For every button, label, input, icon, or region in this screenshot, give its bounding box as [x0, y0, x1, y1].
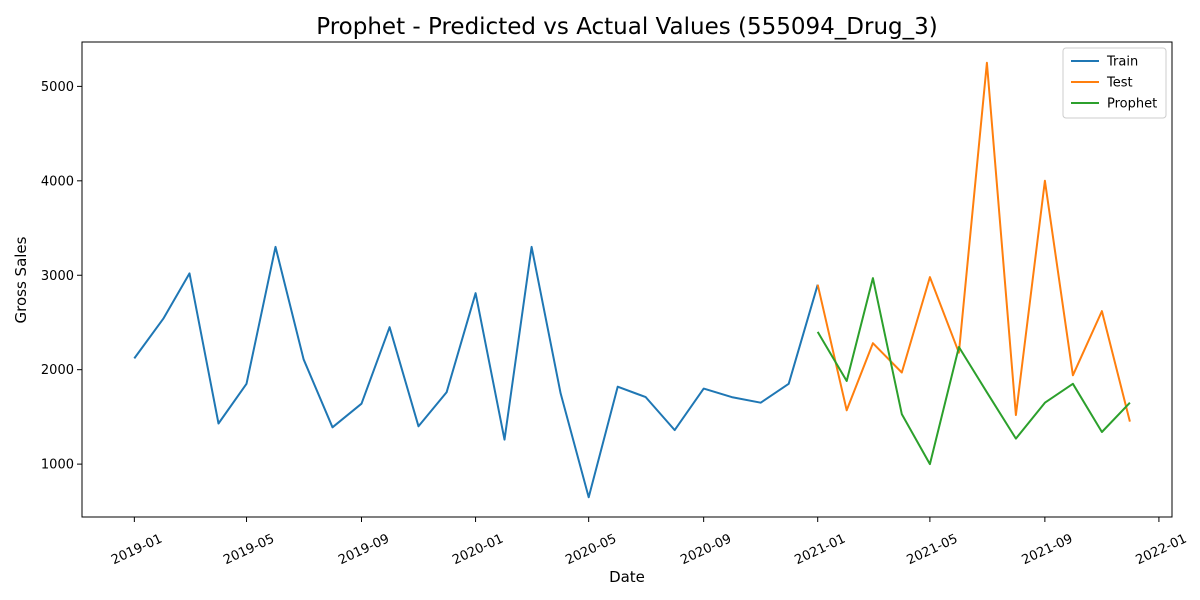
legend-box	[1062, 47, 1167, 119]
legend-label-prophet: Prophet	[1107, 97, 1157, 112]
y-tick-label: 5000	[41, 80, 74, 95]
y-axis-title: Gross Sales	[12, 236, 30, 323]
legend-label-train: Train	[1106, 55, 1138, 70]
x-axis-title: Date	[609, 568, 645, 586]
y-tick-label: 3000	[41, 269, 74, 284]
y-tick-label: 1000	[41, 458, 74, 473]
series-line-test	[816, 61, 1131, 422]
series-line-train	[133, 245, 819, 499]
series-line-prophet	[816, 277, 1131, 466]
y-tick-label: 4000	[41, 174, 74, 189]
legend-label-test: Test	[1106, 76, 1133, 91]
legend: Train Test Prophet	[1062, 47, 1167, 119]
chart-title: Prophet - Predicted vs Actual Values (55…	[316, 14, 937, 40]
plot-frame	[81, 41, 1173, 518]
y-tick-label: 2000	[41, 363, 74, 378]
